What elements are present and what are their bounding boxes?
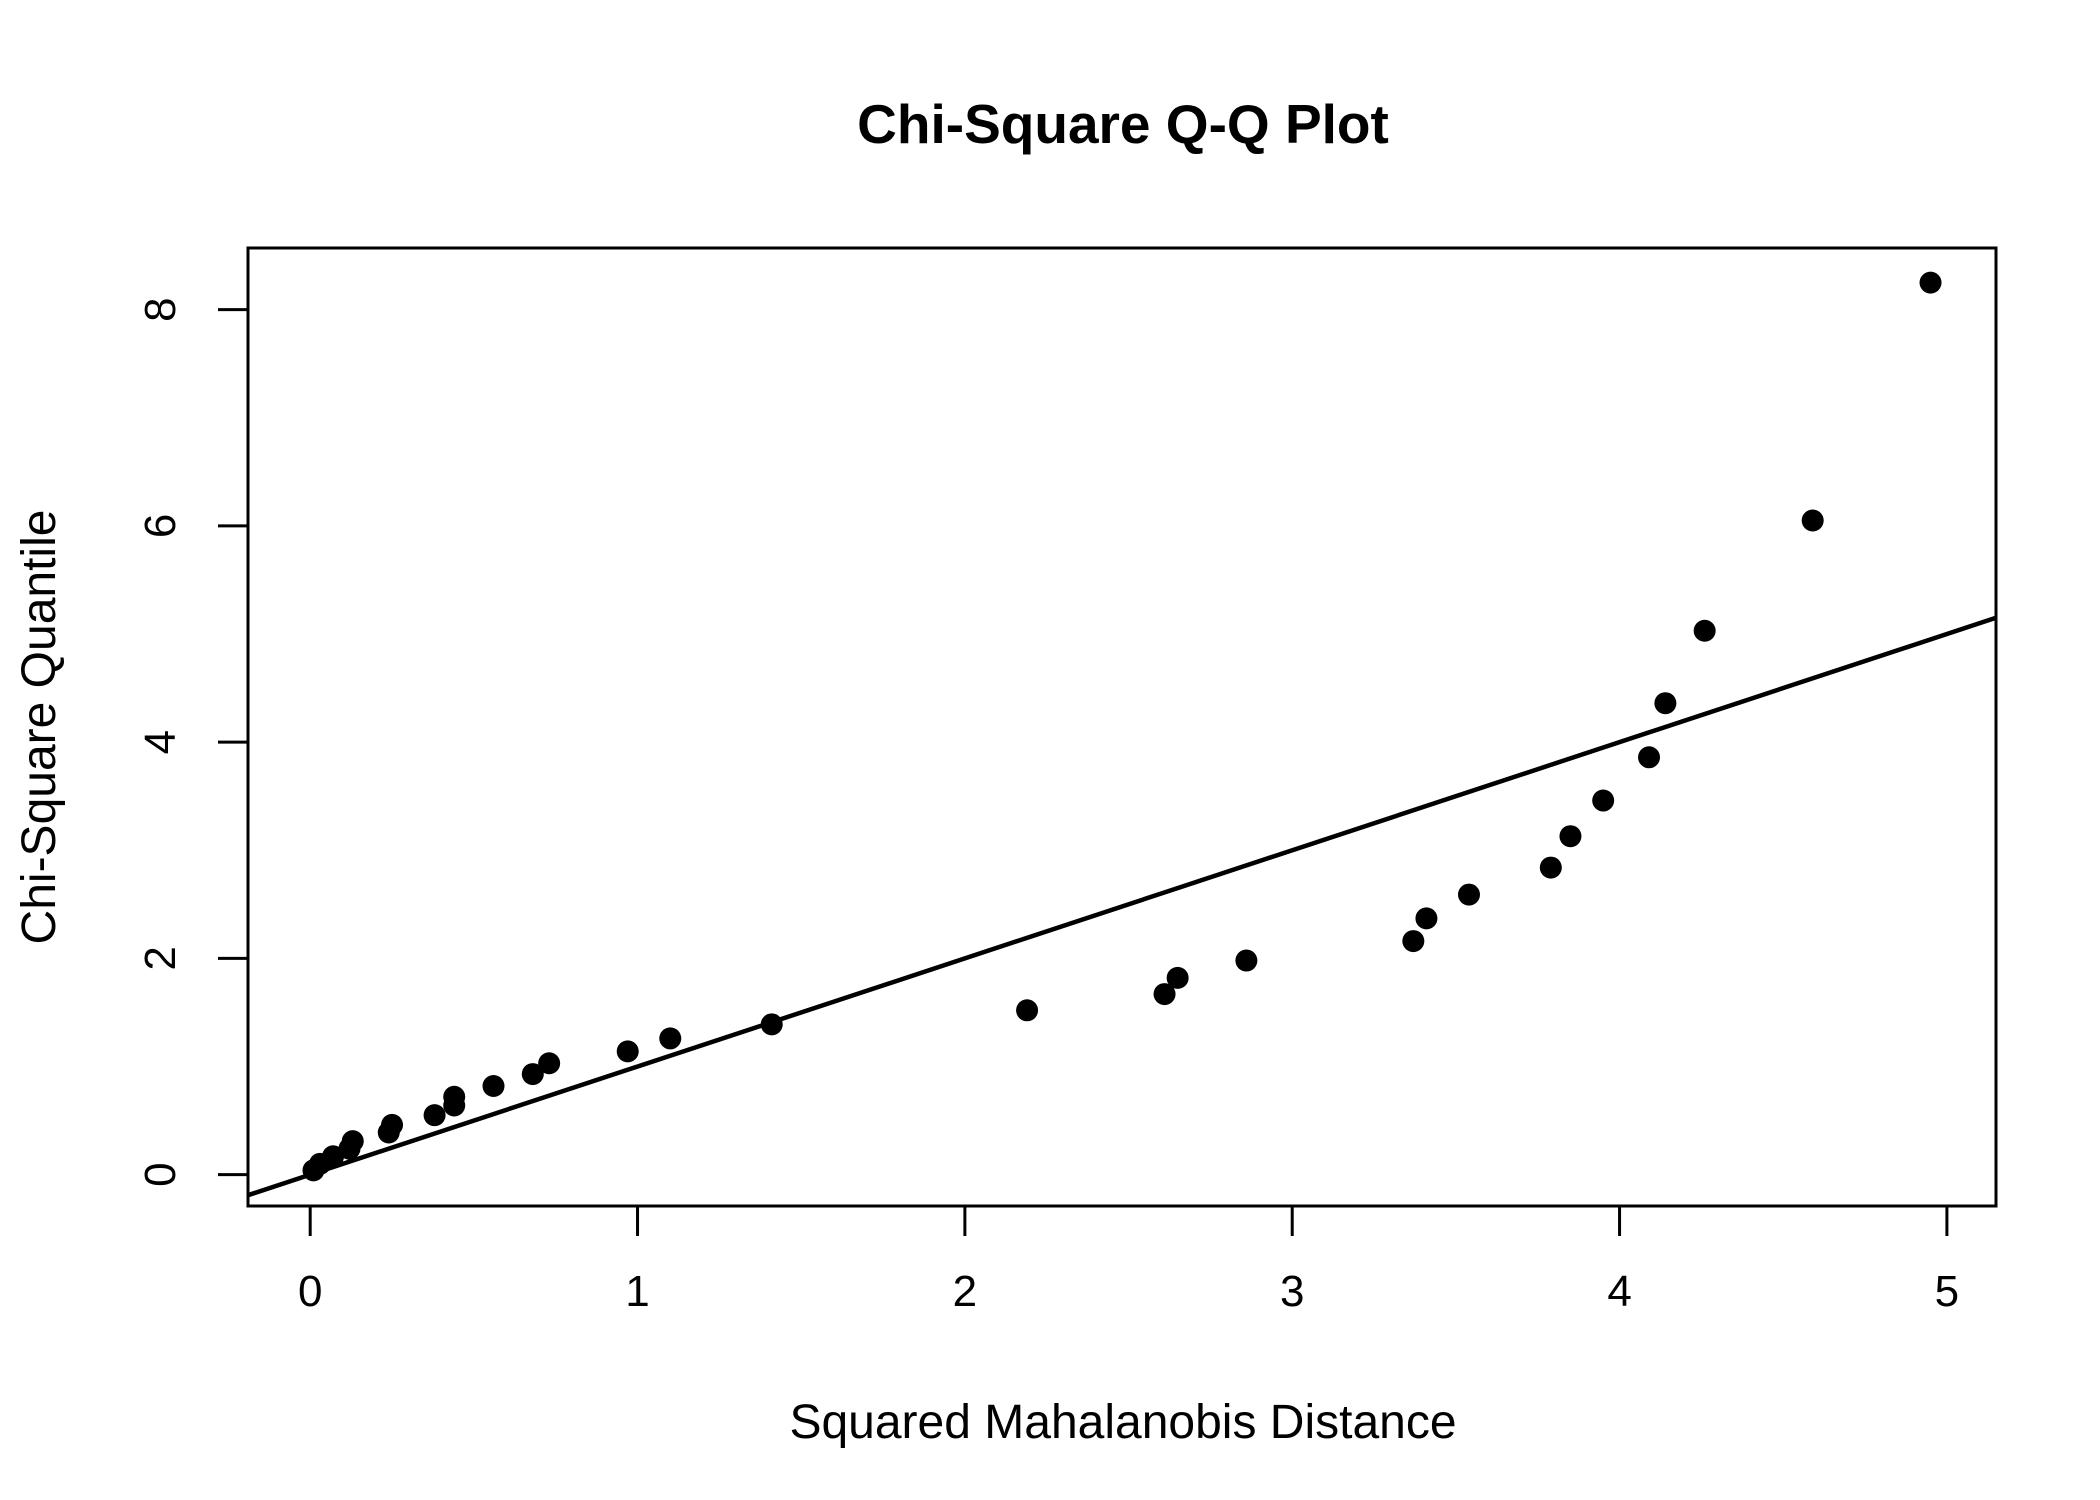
- points-layer: [302, 271, 1942, 1182]
- data-point: [1166, 966, 1189, 989]
- plot-frame: [246, 246, 1998, 1208]
- data-point: [659, 1027, 682, 1050]
- reference-line-layer: [247, 615, 1997, 1198]
- data-point: [1693, 619, 1716, 642]
- data-point: [423, 1104, 446, 1127]
- data-point: [760, 1013, 783, 1036]
- data-point: [521, 1063, 544, 1086]
- y-tick-label: 0: [136, 1162, 185, 1186]
- x-axis: 0 1 2 3 4 5: [298, 1204, 1959, 1316]
- x-tick-label: 3: [1280, 1267, 1304, 1316]
- data-point: [616, 1040, 639, 1063]
- x-tick-label: 2: [953, 1267, 977, 1316]
- data-point: [1801, 509, 1824, 532]
- x-tick-label: 0: [298, 1267, 322, 1316]
- data-point: [381, 1113, 404, 1136]
- data-point: [1415, 907, 1438, 930]
- y-tick-label: 2: [136, 946, 185, 970]
- data-point: [1402, 930, 1425, 953]
- x-tick-label: 5: [1935, 1267, 1959, 1316]
- data-point: [1539, 856, 1562, 879]
- y-axis: 0 2 4 6 8: [136, 297, 250, 1187]
- data-point: [341, 1130, 364, 1153]
- y-tick-label: 8: [136, 297, 185, 321]
- chart-title: Chi-Square Q-Q Plot: [857, 93, 1389, 155]
- data-point: [322, 1145, 345, 1168]
- data-point: [1235, 949, 1258, 972]
- x-tick-label: 4: [1607, 1267, 1631, 1316]
- y-tick-label: 4: [136, 730, 185, 754]
- x-axis-label: Squared Mahalanobis Distance: [789, 1396, 1456, 1449]
- data-point: [1457, 883, 1480, 906]
- data-point: [1592, 789, 1615, 812]
- data-point: [1919, 271, 1942, 294]
- data-point: [1654, 692, 1677, 715]
- y-tick-label: 6: [136, 514, 185, 538]
- data-point: [538, 1052, 561, 1075]
- data-point: [443, 1085, 466, 1108]
- data-point: [1153, 983, 1176, 1006]
- y-axis-label: Chi-Square Quantile: [13, 510, 66, 945]
- x-tick-label: 1: [625, 1267, 649, 1316]
- data-point: [1016, 999, 1039, 1022]
- data-point: [1559, 825, 1582, 848]
- data-point: [1638, 746, 1661, 769]
- reference-line: [247, 615, 1997, 1198]
- data-point: [482, 1074, 505, 1097]
